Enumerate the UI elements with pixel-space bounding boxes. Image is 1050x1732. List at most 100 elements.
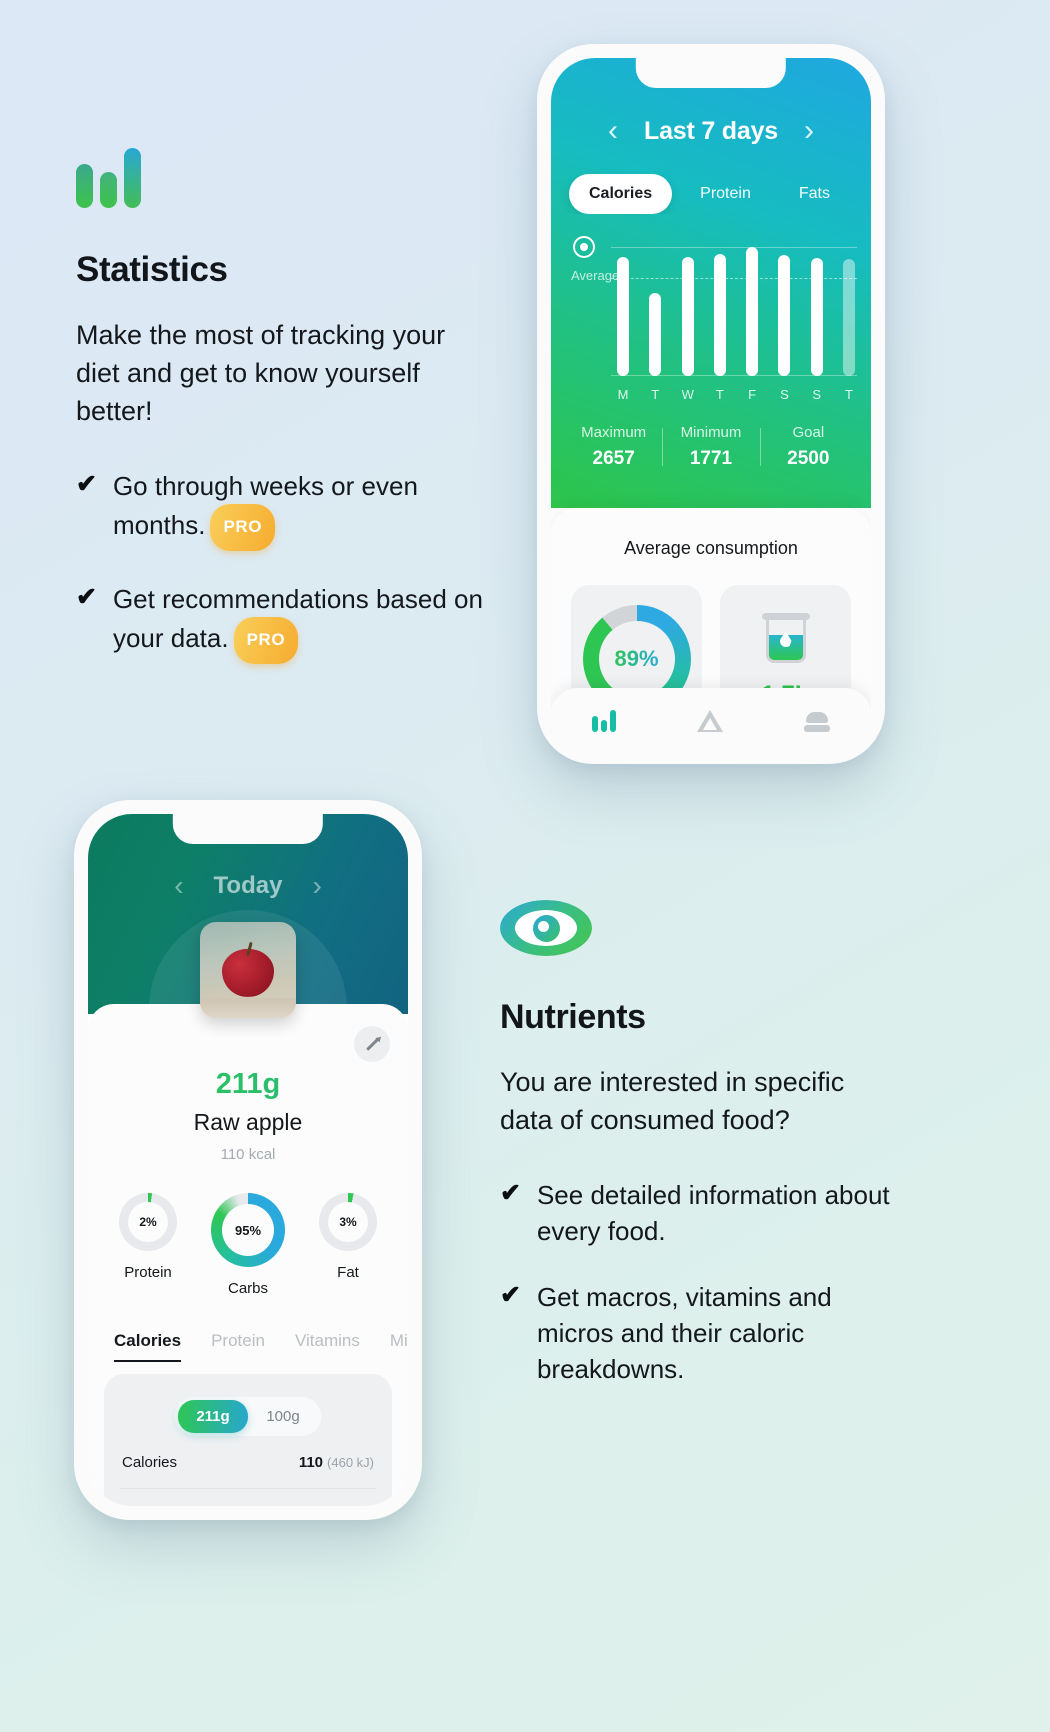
average-consumption-sheet: Average consumption 89% Total goal 1,7 (551, 508, 871, 750)
fat-ring: 3% (319, 1193, 377, 1251)
nutrition-table-panel: 211g 100g Calories 110(460 kJ) From Carb… (104, 1374, 392, 1506)
chevron-right-icon[interactable]: › (312, 870, 322, 901)
macro-label: Carbs (227, 1280, 268, 1297)
stat-goal: Goal 2500 (759, 424, 857, 470)
bullet-label: Go through weeks or even months. (112, 471, 418, 540)
statistics-section: Statistics Make the most of tracking you… (76, 148, 506, 664)
date-range-title: Last 7 days (644, 116, 778, 145)
tab-sugar[interactable]: Suga (858, 174, 871, 214)
segment-100g[interactable]: 100g (266, 1408, 300, 1425)
tab-calories[interactable]: Calories (569, 174, 673, 214)
phone-screen: ‹ Today › 211g Raw apple 110 kcal 2% Pro… (88, 814, 408, 1506)
phone-notch (635, 58, 787, 88)
food-photo[interactable] (200, 922, 296, 1018)
phone-screen: ‹ Last 7 days › Calories Protein Fats Su… (551, 58, 871, 750)
chevron-left-icon[interactable]: ‹ (608, 114, 618, 147)
bar (842, 259, 855, 376)
protein-percent: 2% (128, 1202, 168, 1242)
stat-label: Goal (792, 424, 825, 441)
pro-badge: PRO (233, 617, 299, 664)
tab-triangle-icon[interactable] (696, 706, 723, 732)
tab-stats-bars-icon[interactable] (591, 706, 616, 732)
tab-fats[interactable]: Fats (798, 185, 830, 202)
x-axis-tick: T (844, 387, 853, 402)
chevron-right-icon[interactable]: › (803, 114, 814, 147)
bar (681, 256, 694, 376)
macro-carbs: 95% Carbs (211, 1193, 285, 1297)
segment-211g[interactable]: 211g (178, 1400, 248, 1433)
statistics-bullets: ✔ Go through weeks or even months. PRO ✔ … (76, 468, 506, 664)
table-row: From Carbohydrate 104.5(437.23 kJ) (120, 1489, 376, 1506)
target-icon (573, 236, 595, 258)
stats-hero: ‹ Last 7 days › Calories Protein Fats Su… (551, 58, 871, 508)
macro-fat: 3% Fat (319, 1193, 377, 1297)
bottom-tab-bar (551, 688, 871, 750)
detail-tabs: Calories Protein Vitamins Mine (88, 1331, 408, 1362)
edit-button[interactable] (354, 1026, 390, 1062)
protein-ring: 2% (119, 1193, 177, 1251)
bar-column (842, 242, 855, 376)
food-detail-sheet: 211g Raw apple 110 kcal 2% Protein 95% C… (88, 1004, 408, 1506)
phone-notch (172, 814, 324, 844)
page-title: Nutrients (500, 998, 646, 1036)
stat-label: Minimum (680, 424, 742, 441)
tab-protein[interactable]: Protein (700, 185, 751, 202)
row-value: 110 (298, 1454, 324, 1471)
stat-value: 1771 (689, 448, 733, 469)
tab-protein[interactable]: Protein (211, 1331, 265, 1350)
goal-percent: 89% (614, 646, 659, 671)
bar (810, 258, 823, 376)
macro-protein: 2% Protein (119, 1193, 177, 1297)
nutrients-section: Nutrients You are interested in specific… (500, 900, 940, 1387)
bar-chart-icon (76, 148, 506, 208)
bar-column (649, 242, 662, 376)
x-axis-tick: T (651, 387, 660, 402)
date-header: ‹ Today › (88, 814, 408, 902)
tab-chef-hat-icon[interactable] (804, 706, 831, 732)
chevron-left-icon[interactable]: ‹ (174, 870, 184, 901)
gridline-average (611, 278, 857, 279)
table-row: Calories 110 (460 kJ) (120, 1437, 376, 1489)
x-axis-tick: T (715, 387, 724, 402)
weekly-bar-chart: Average M T W T F S S T (565, 236, 857, 402)
x-axis-tick: W (681, 387, 694, 402)
tab-vitamins[interactable]: Vitamins (294, 1331, 360, 1350)
bullet-text: Go through weeks or even months. PRO (113, 468, 493, 551)
fat-percent: 3% (328, 1202, 368, 1242)
bar-column (778, 242, 791, 376)
stat-value: 2500 (787, 448, 830, 469)
gridline-base (611, 375, 857, 376)
carbs-percent: 95% (222, 1204, 274, 1256)
x-axis-tick: S (812, 387, 822, 402)
date-range-header: ‹ Last 7 days › (551, 58, 871, 146)
eye-icon (500, 900, 940, 956)
macro-label: Protein (124, 1264, 172, 1281)
list-item: ✔ See detailed information about every f… (500, 1177, 940, 1249)
tab-minerals[interactable]: Mine (389, 1331, 408, 1350)
sheet-title: Average consumption (624, 538, 798, 558)
bar (713, 254, 726, 376)
stat-minimum: Minimum 1771 (662, 424, 759, 470)
average-label: Average (571, 268, 620, 283)
list-item: ✔ Get recommendations based on your data… (76, 581, 506, 664)
bar-column (617, 242, 629, 376)
carbs-ring: 95% (211, 1193, 285, 1267)
nutrients-lead: You are interested in specific data of c… (500, 1067, 845, 1135)
bar-column (713, 242, 726, 376)
check-icon: ✔ (500, 1179, 521, 1207)
row-unit: (460 kJ) (327, 1455, 374, 1470)
page-title: Statistics (76, 250, 228, 289)
bar-column (810, 242, 823, 376)
statistics-lead: Make the most of tracking your diet and … (76, 320, 446, 426)
bar-series (617, 242, 855, 376)
bar (746, 247, 759, 376)
tab-calories[interactable]: Calories (114, 1331, 182, 1362)
x-axis-tick: M (617, 387, 629, 402)
summary-stats: Maximum 2657 Minimum 1771 Goal 2500 (551, 424, 871, 470)
food-kcal: 110 kcal (220, 1146, 276, 1163)
x-axis-tick: S (780, 387, 789, 402)
date-title: Today (213, 872, 283, 899)
pro-badge: PRO (210, 504, 276, 551)
portion-segmented-control: 211g 100g (174, 1396, 322, 1437)
